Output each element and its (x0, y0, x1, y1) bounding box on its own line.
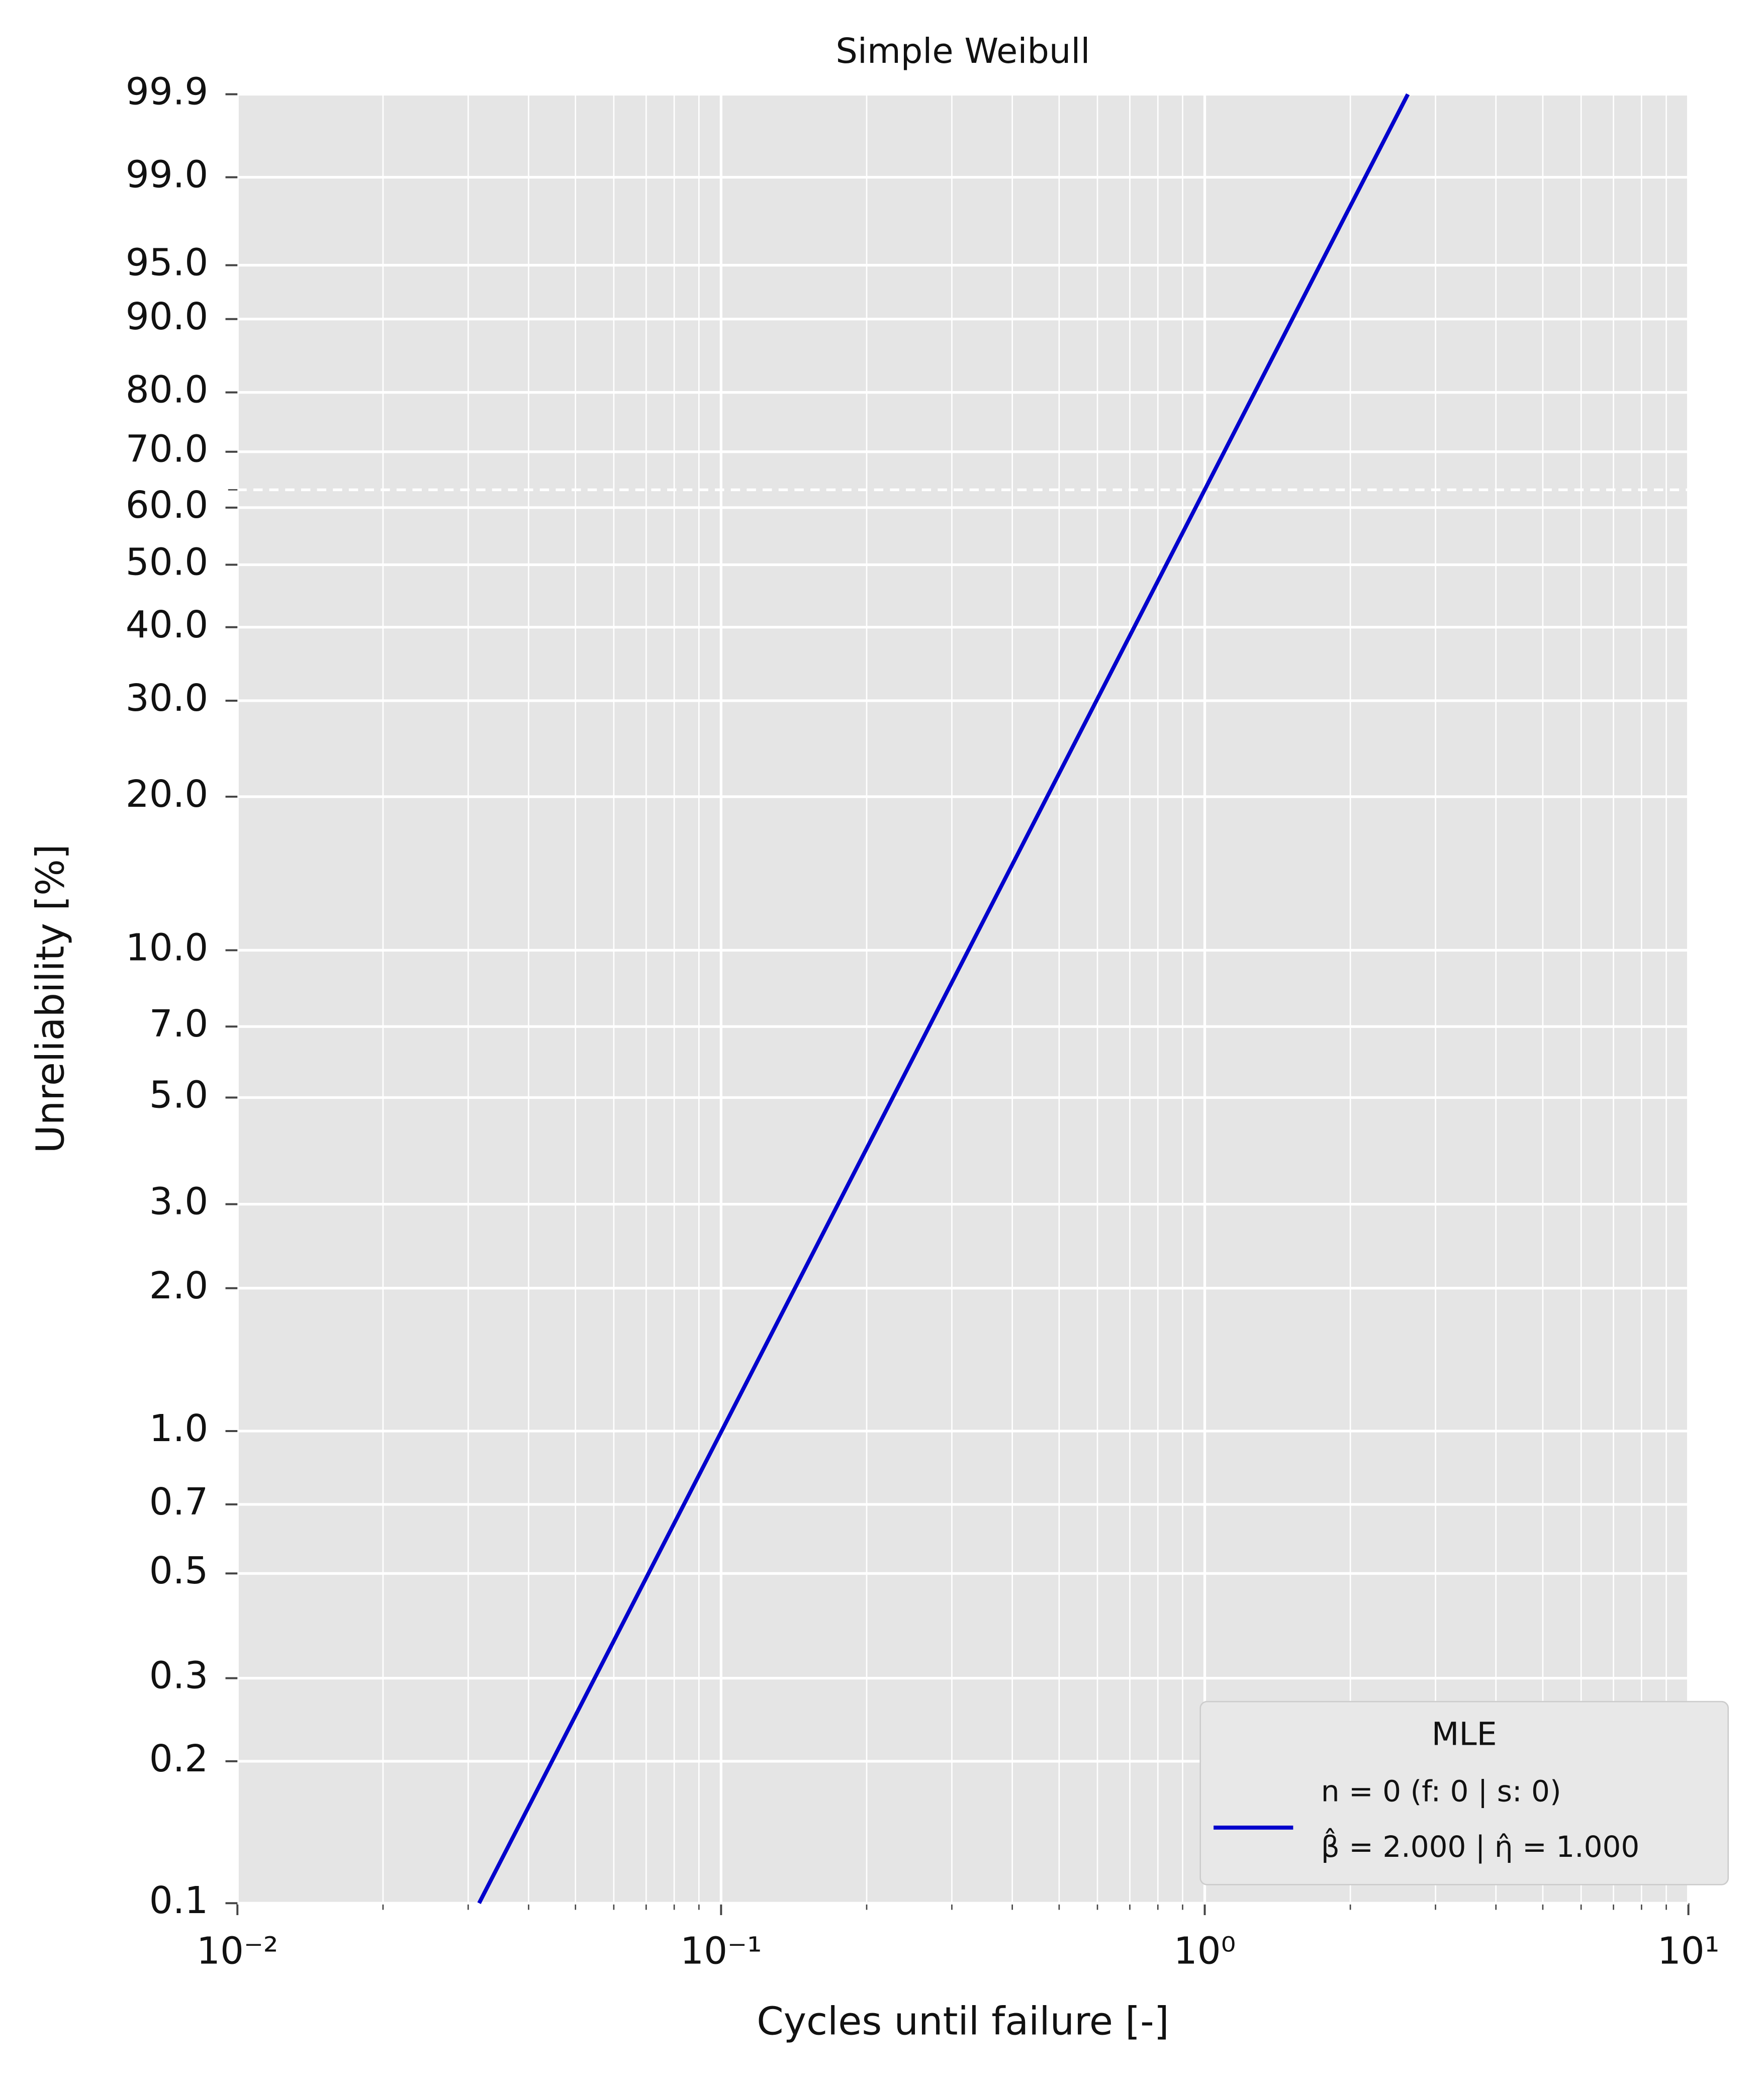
y-tick-label: 0.2 (149, 1737, 208, 1780)
legend-label: n = 0 (f: 0 | s: 0) (1321, 1774, 1561, 1808)
plot-background (237, 94, 1689, 1904)
x-tick-label: 10¹ (1657, 1930, 1720, 1973)
y-tick-label: 50.0 (126, 541, 208, 584)
legend-title: MLE (1432, 1715, 1497, 1752)
y-tick-label: 90.0 (126, 295, 208, 338)
legend-note: β̂ = 2.000 | η̂ = 1.000 (1321, 1828, 1640, 1864)
y-tick-label: 40.0 (126, 603, 208, 646)
y-tick-label: 0.1 (149, 1879, 208, 1922)
legend-box (1199, 1700, 1729, 1885)
x-tick-label: 10⁰ (1174, 1930, 1236, 1973)
legend: MLE n = 0 (f: 0 | s: 0) β̂ = 2.000 | η̂ = … (1199, 1700, 1729, 1885)
y-tick-label: 80.0 (126, 368, 208, 412)
y-tick-label: 1.0 (149, 1407, 208, 1450)
y-tick-label: 20.0 (126, 773, 208, 816)
chart-title: Simple Weibull (835, 31, 1090, 71)
y-tick-label: 3.0 (149, 1180, 208, 1223)
y-tick-label: 0.3 (149, 1654, 208, 1697)
y-tick-label: 0.7 (149, 1480, 208, 1524)
x-tick-label: 10⁻¹ (680, 1930, 762, 1973)
y-tick-label: 70.0 (126, 428, 208, 471)
y-tick-label: 99.9 (126, 70, 208, 114)
x-tick-label: 10⁻² (197, 1930, 278, 1973)
y-tick-label: 30.0 (126, 677, 208, 720)
y-tick-label: 10.0 (126, 926, 208, 969)
x-axis-label: Cycles until failure [-] (757, 1999, 1169, 2044)
y-tick-label: 60.0 (126, 484, 208, 527)
y-tick-label: 5.0 (149, 1073, 208, 1116)
y-tick-label: 95.0 (126, 241, 208, 285)
y-tick-label: 2.0 (149, 1264, 208, 1307)
y-axis-label: Unreliability [%] (29, 844, 73, 1153)
y-tick-label: 0.5 (149, 1549, 208, 1592)
y-tick-label: 7.0 (149, 1002, 208, 1046)
line (477, 93, 1410, 1905)
y-tick-label: 99.0 (126, 153, 208, 197)
